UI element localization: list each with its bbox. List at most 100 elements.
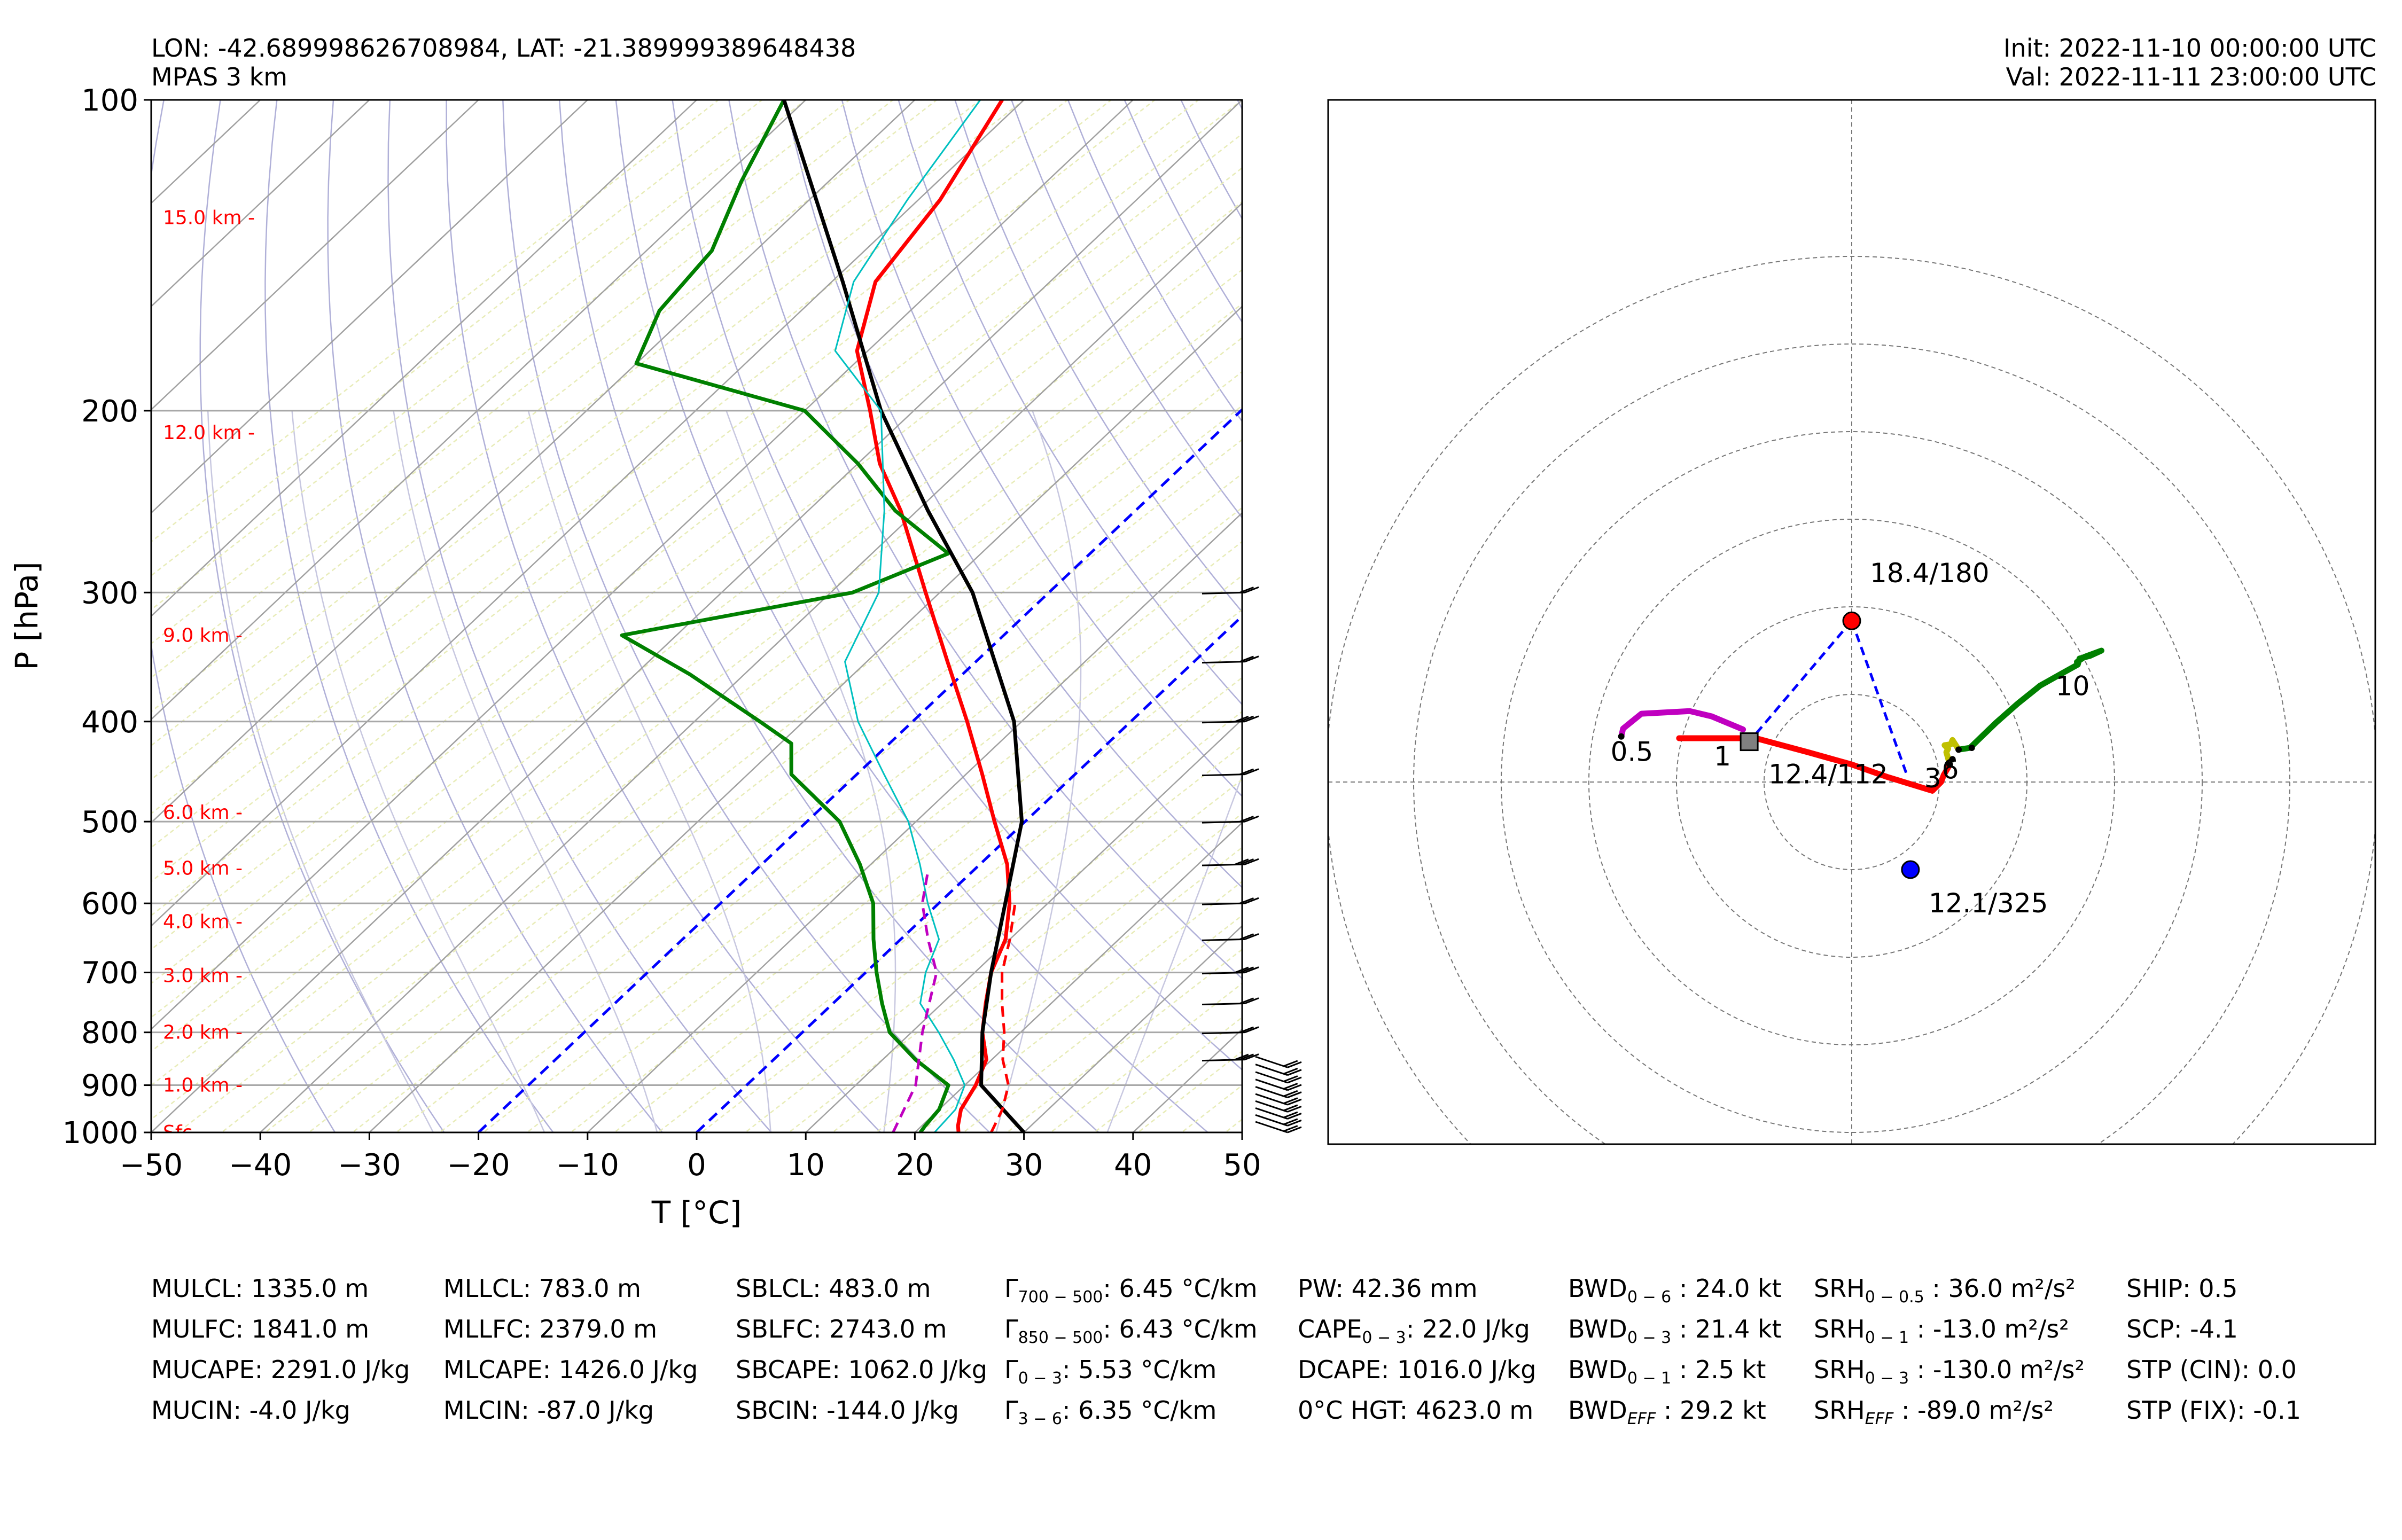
mixing-ratio-line xyxy=(570,608,1242,1132)
index-cape-0-3: CAPE0 − 3: 22.0 J/kg xyxy=(1298,1315,1530,1348)
dry-adiabat xyxy=(841,100,1242,798)
index-bwd-0-3: BWD0 − 3 : 21.4 kt xyxy=(1568,1315,1782,1348)
x-tick-label: 0 xyxy=(687,1148,706,1183)
hodo-node xyxy=(1946,761,1953,768)
indices-col-composite: SHIP: 0.5 SCP: -4.1 STP (CIN): 0.0 STP (… xyxy=(2126,1268,2301,1430)
height-label: 12.0 km - xyxy=(163,422,255,444)
valid-time-label: Val: 2022-11-11 23:00:00 UTC xyxy=(2006,62,2376,91)
wind-barb xyxy=(1202,897,1259,905)
wind-barb xyxy=(1202,815,1259,824)
y-tick-label: 900 xyxy=(81,1069,138,1104)
x-tick-label: 40 xyxy=(1114,1148,1152,1183)
index-srh-0-1: SRH0 − 1 : -13.0 m²/s² xyxy=(1814,1315,2069,1348)
indices-col-srh: SRH0 − 0.5 : 36.0 m²/s² SRH0 − 1 : -13.0… xyxy=(1814,1268,2085,1430)
moist-adiabat xyxy=(995,410,1082,1132)
height-label: 3.0 km - xyxy=(163,965,243,987)
hodo-node xyxy=(1968,745,1975,752)
index-lapse-850-500: Γ850 − 500: 6.43 °C/km xyxy=(1004,1315,1258,1348)
dry-adiabat xyxy=(784,100,1242,889)
shear-vector-line xyxy=(1850,620,1908,776)
mixing-ratio-line xyxy=(151,100,850,645)
series-downdraft-parcel xyxy=(892,872,938,1132)
dry-adiabat xyxy=(954,100,1242,613)
mixing-ratio-line xyxy=(351,439,1242,1132)
dry-adiabat xyxy=(672,100,1242,1071)
init-time-label: Init: 2022-11-10 00:00:00 UTC xyxy=(2003,34,2376,62)
mean-wind-label: 12.4/112 xyxy=(1768,759,1888,790)
dry-adiabat xyxy=(1010,100,1242,519)
wind-barb xyxy=(1255,1056,1302,1068)
hodo-segment xyxy=(1618,708,1746,740)
wind-barb xyxy=(1255,1100,1302,1113)
wind-barb xyxy=(1202,655,1259,664)
y-tick-label: 300 xyxy=(81,576,138,611)
mixing-ratio-line xyxy=(151,100,719,543)
index-lapse-700-500: Γ700 − 500: 6.45 °C/km xyxy=(1004,1274,1258,1307)
wind-barb xyxy=(1255,1107,1302,1120)
mixing-ratio-line xyxy=(151,167,1242,1019)
height-label: 6.0 km - xyxy=(163,802,243,824)
dry-adiabat xyxy=(502,100,991,1132)
y-tick-label: 800 xyxy=(81,1016,138,1051)
y-tick-label: 600 xyxy=(81,887,138,921)
hodo-segment xyxy=(1955,647,2104,753)
dry-adiabat xyxy=(898,100,1242,706)
dry-adiabat xyxy=(264,100,555,1132)
hodo-node xyxy=(1618,733,1625,740)
dry-adiabat xyxy=(387,100,773,1132)
mixing-ratio-line xyxy=(831,812,1242,1132)
mixing-ratio-line xyxy=(151,234,1242,1086)
height-label: 4.0 km - xyxy=(163,911,243,933)
moist-adiabat xyxy=(291,410,545,1132)
index-sbcin: SBCIN: -144.0 J/kg xyxy=(736,1396,959,1425)
wind-barb xyxy=(1202,586,1259,595)
mixing-ratio-line xyxy=(439,506,1242,1132)
index-ship: SHIP: 0.5 xyxy=(2126,1274,2238,1303)
index-mlcin: MLCIN: -87.0 J/kg xyxy=(443,1396,654,1425)
mixing-ratio-line xyxy=(151,201,1242,1052)
mixing-ratio-line xyxy=(220,337,1242,1132)
index-sblcl: SBLCL: 483.0 m xyxy=(736,1274,931,1303)
indices-col-moisture: PW: 42.36 mm CAPE0 − 3: 22.0 J/kg DCAPE:… xyxy=(1298,1268,1536,1430)
index-bwd-0-1: BWD0 − 1 : 2.5 kt xyxy=(1568,1355,1766,1388)
hodo-node xyxy=(1955,746,1962,753)
mixing-ratio-line xyxy=(482,541,1242,1132)
mixing-ratio-line xyxy=(177,303,1242,1132)
height-label: 5.0 km - xyxy=(163,858,243,880)
mixing-ratio-line xyxy=(1006,948,1242,1132)
mixing-ratio-line xyxy=(151,100,938,713)
height-label: 9.0 km - xyxy=(163,624,243,646)
mixing-ratio-line xyxy=(308,404,1242,1132)
mixing-ratio-line xyxy=(151,100,763,577)
index-mllcl: MLLCL: 783.0 m xyxy=(443,1274,641,1303)
x-tick-label: −40 xyxy=(229,1148,292,1183)
isotherm xyxy=(151,100,479,411)
x-tick-label: −10 xyxy=(556,1148,619,1183)
wind-barb xyxy=(1202,1053,1259,1062)
index-mlcape: MLCAPE: 1426.0 J/kg xyxy=(443,1355,698,1384)
y-tick-label: 500 xyxy=(81,805,138,840)
y-tick-label: 1000 xyxy=(62,1116,138,1151)
index-mucin: MUCIN: -4.0 J/kg xyxy=(151,1396,350,1425)
isotherm xyxy=(151,100,697,617)
mixing-ratio-line xyxy=(151,100,1112,849)
dry-adiabat xyxy=(327,100,664,1132)
isotherm xyxy=(151,100,1242,1132)
moist-adiabat xyxy=(1106,773,1242,1132)
mixing-ratio-line xyxy=(151,100,1025,780)
mixing-ratio-line xyxy=(526,575,1242,1132)
isotherm xyxy=(1023,925,1242,1132)
series-parcel xyxy=(782,100,1026,1132)
mean-wind-marker xyxy=(1740,732,1759,752)
wind-barb xyxy=(1255,1071,1302,1084)
isotherm xyxy=(151,100,370,308)
mixing-ratio-line xyxy=(151,100,1242,950)
height-label: 2.0 km - xyxy=(163,1022,243,1044)
left-mover-label: 12.1/325 xyxy=(1929,888,2048,919)
model-label: MPAS 3 km xyxy=(151,62,288,91)
hodo-node xyxy=(1949,756,1956,763)
isotherm xyxy=(151,100,588,514)
index-stp-cin: STP (CIN): 0.0 xyxy=(2126,1355,2297,1384)
index-sbcape: SBCAPE: 1062.0 J/kg xyxy=(736,1355,987,1384)
dry-adiabat xyxy=(615,100,1209,1132)
